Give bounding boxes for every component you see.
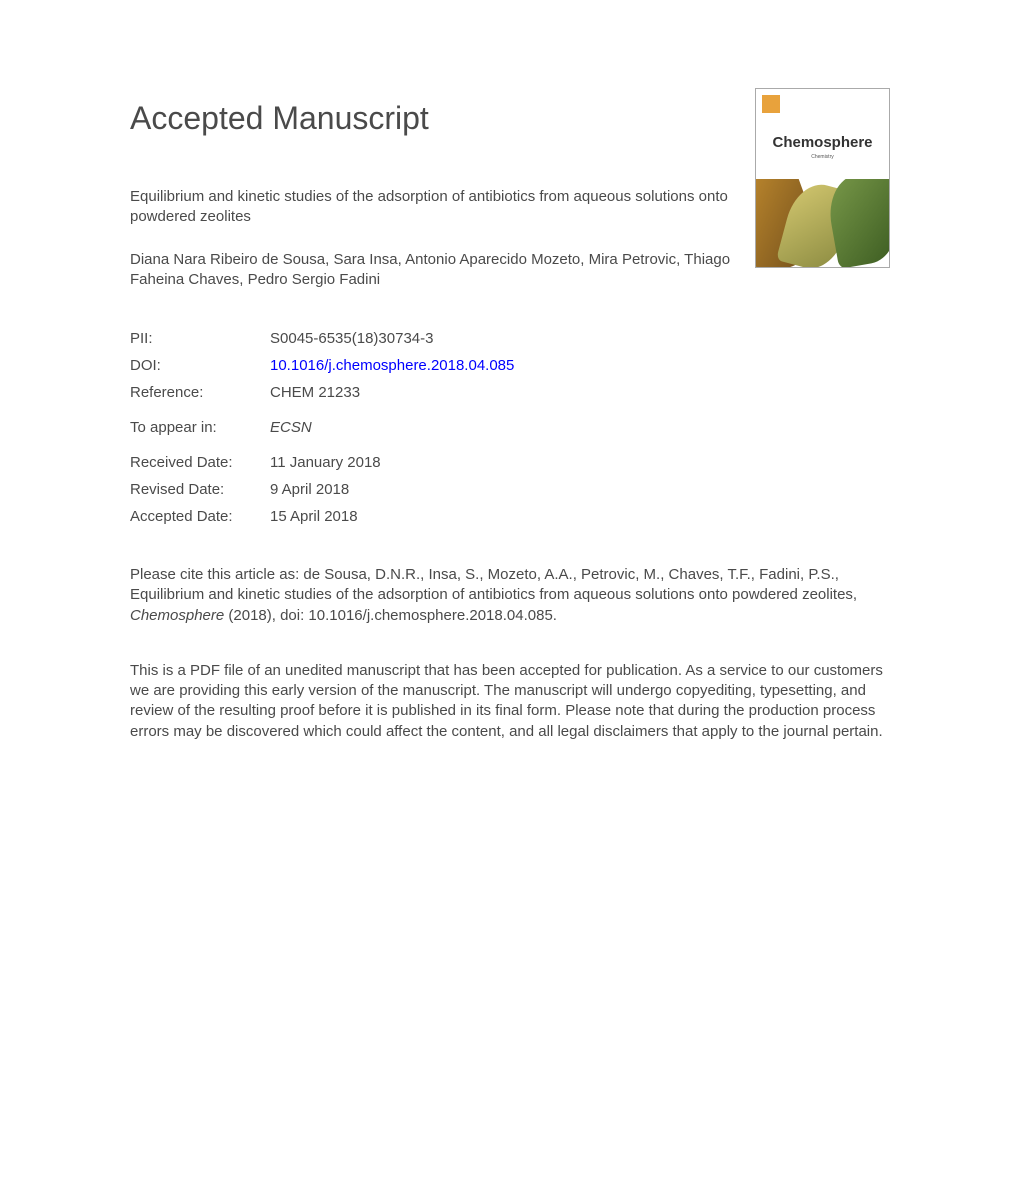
meta-row-revised: Revised Date: 9 April 2018: [130, 481, 890, 498]
meta-value: 15 April 2018: [270, 508, 890, 525]
disclaimer-text: This is a PDF file of an unedited manusc…: [130, 661, 890, 742]
article-title: Equilibrium and kinetic studies of the a…: [130, 187, 770, 228]
meta-label: Reference:: [130, 384, 270, 401]
citation-prefix: Please cite this article as: de Sousa, D…: [130, 566, 857, 603]
meta-row-appear: To appear in: ECSN: [130, 419, 890, 436]
meta-value: ECSN: [270, 419, 890, 436]
citation-text: Please cite this article as: de Sousa, D…: [130, 565, 890, 626]
cover-journal-title: Chemosphere: [756, 134, 889, 151]
meta-label: Accepted Date:: [130, 508, 270, 525]
cover-header: Chemosphere Chemistry: [756, 89, 889, 179]
article-authors: Diana Nara Ribeiro de Sousa, Sara Insa, …: [130, 250, 770, 291]
metadata-block: PII: S0045-6535(18)30734-3 DOI: 10.1016/…: [130, 330, 890, 525]
meta-row-accepted: Accepted Date: 15 April 2018: [130, 508, 890, 525]
meta-row-pii: PII: S0045-6535(18)30734-3: [130, 330, 890, 347]
meta-row-received: Received Date: 11 January 2018: [130, 454, 890, 471]
meta-label: Received Date:: [130, 454, 270, 471]
cover-artwork: [756, 179, 889, 268]
manuscript-page: Accepted Manuscript Chemosphere Chemistr…: [0, 0, 1020, 802]
meta-value: CHEM 21233: [270, 384, 890, 401]
meta-label: Revised Date:: [130, 481, 270, 498]
journal-cover-thumbnail: Chemosphere Chemistry: [755, 88, 890, 268]
citation-suffix: (2018), doi: 10.1016/j.chemosphere.2018.…: [224, 607, 557, 624]
meta-label: DOI:: [130, 357, 270, 374]
meta-label: PII:: [130, 330, 270, 347]
doi-link[interactable]: 10.1016/j.chemosphere.2018.04.085: [270, 357, 890, 374]
publisher-logo-icon: [762, 95, 780, 113]
citation-journal: Chemosphere: [130, 607, 224, 624]
meta-value: 9 April 2018: [270, 481, 890, 498]
meta-row-reference: Reference: CHEM 21233: [130, 384, 890, 401]
cover-subtitle: Chemistry: [756, 154, 889, 160]
meta-label: To appear in:: [130, 419, 270, 436]
meta-value: 11 January 2018: [270, 454, 890, 471]
meta-row-doi: DOI: 10.1016/j.chemosphere.2018.04.085: [130, 357, 890, 374]
meta-value: S0045-6535(18)30734-3: [270, 330, 890, 347]
